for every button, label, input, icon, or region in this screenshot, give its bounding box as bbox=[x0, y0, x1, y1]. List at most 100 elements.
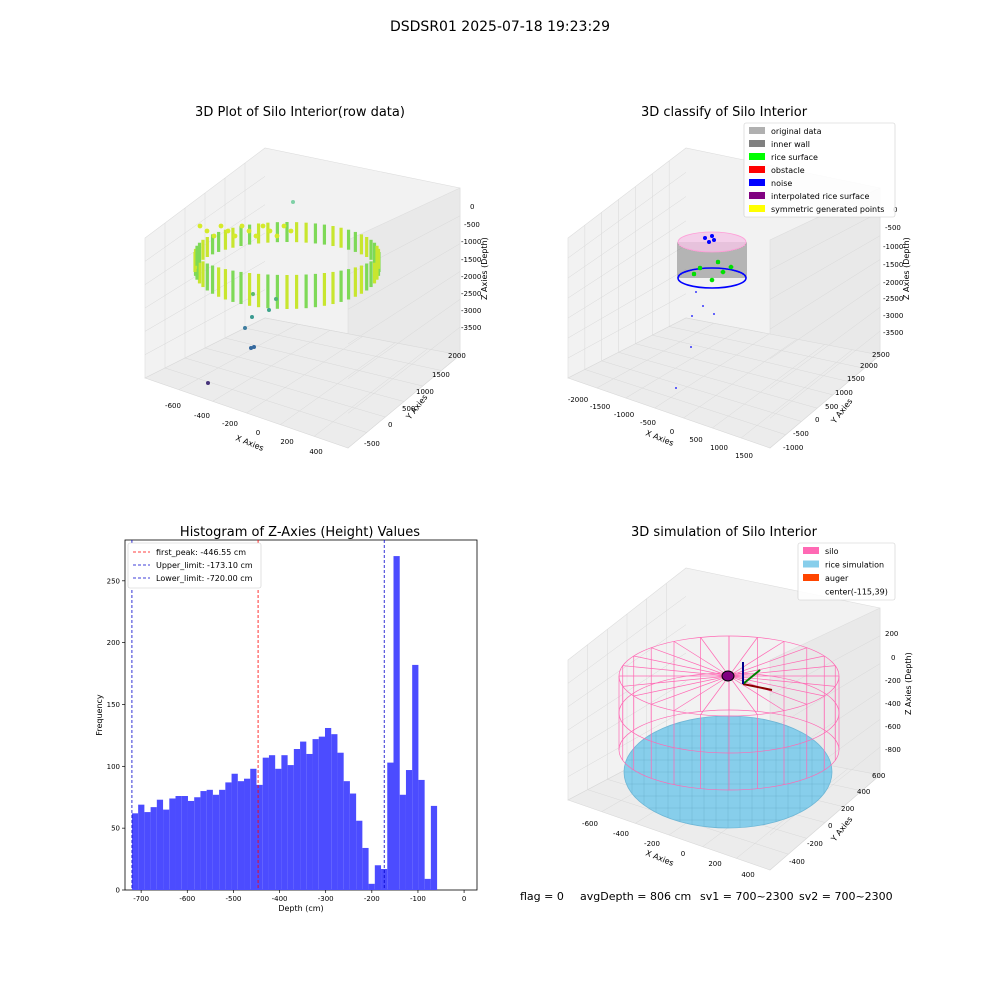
histogram-bar bbox=[368, 883, 375, 890]
histogram-bar bbox=[281, 755, 288, 890]
gridline bbox=[769, 635, 881, 696]
gridline bbox=[652, 334, 849, 382]
histogram-bar bbox=[312, 739, 319, 890]
simulation-z-tick: -200 bbox=[885, 677, 901, 685]
gridline bbox=[567, 220, 687, 299]
legend-label: silo bbox=[825, 547, 839, 556]
gridline bbox=[769, 235, 881, 300]
simulation-z-label: Z Axies (Depth) bbox=[904, 652, 913, 715]
histogram-bar bbox=[169, 798, 176, 890]
gridline bbox=[669, 326, 865, 369]
gridline bbox=[347, 299, 461, 379]
histogram-bar bbox=[187, 800, 195, 890]
raw-x-tick: -600 bbox=[165, 402, 181, 410]
gridline bbox=[769, 663, 881, 731]
rice-simulation-surface bbox=[623, 715, 833, 829]
gridline bbox=[740, 349, 853, 439]
histogram-legend-entries: first_peak: -446.55 cm Upper_limit: -173.… bbox=[133, 548, 253, 583]
outlier-point bbox=[250, 315, 254, 319]
histogram-bar bbox=[405, 770, 413, 890]
classify-x-tick: 0 bbox=[670, 428, 674, 436]
legend-label: interpolated rice surface bbox=[771, 192, 869, 201]
rice-surface-point bbox=[720, 269, 726, 275]
simulation-y-tick: 0 bbox=[828, 822, 832, 830]
raw-z-ticks: 0 -500 -1000 -1500 -2000 -2500 -3000 -35… bbox=[461, 203, 481, 332]
legend-label: obstacle bbox=[771, 166, 805, 175]
histogram-bar bbox=[362, 847, 369, 890]
point bbox=[281, 223, 287, 229]
histogram-bar bbox=[393, 556, 400, 890]
histogram-title: Histogram of Z-Axies (Height) Values bbox=[180, 525, 420, 540]
histogram-x-ticks: -700 -600 -500 -400 -300 -200 -100 0 bbox=[133, 890, 466, 903]
classify-legend-entries: original data inner wall rice surface obsta… bbox=[749, 127, 884, 214]
histogram-legend: first_peak: -446.55 cm Upper_limit: -173.… bbox=[127, 542, 262, 589]
gridline bbox=[712, 344, 825, 429]
classify-gridlines bbox=[567, 160, 881, 439]
classify-plot-title: 3D classify of Silo Interior bbox=[641, 105, 808, 120]
silo-roof-spoke bbox=[651, 647, 730, 677]
legend-swatch bbox=[749, 166, 765, 173]
legend-label: rice surface bbox=[771, 153, 818, 162]
raw-z-tick: -1000 bbox=[461, 238, 481, 246]
histogram-bar bbox=[131, 813, 139, 890]
simulation-plot-title: 3D simulation of Silo Interior bbox=[631, 525, 818, 540]
gridline bbox=[769, 307, 881, 389]
legend-label: rice simulation bbox=[825, 561, 884, 570]
raw-x-tick: -400 bbox=[194, 412, 210, 420]
legend-swatch bbox=[749, 127, 765, 134]
histogram-chart: Histogram of Z-Axies (Height) Values -70… bbox=[95, 525, 478, 913]
silo-roof-spoke bbox=[622, 675, 730, 687]
raw-plot-title: 3D Plot of Silo Interior(row data) bbox=[195, 105, 405, 120]
classify-x-tick: -1000 bbox=[614, 411, 634, 419]
histogram-bar bbox=[219, 789, 226, 890]
sv2-text: sv2 = 700~2300 bbox=[799, 890, 893, 903]
simulation-z-ticks: 200 0 -200 -400 -600 -800 bbox=[885, 630, 901, 754]
point bbox=[197, 223, 203, 229]
classify-x-tick: -1500 bbox=[590, 403, 610, 411]
raw-x-tick: 400 bbox=[309, 448, 322, 456]
outlier-point bbox=[267, 308, 271, 312]
classify-x-ticks: -2000 -1500 -1000 -500 0 500 1000 1500 bbox=[568, 396, 753, 460]
histogram-bar bbox=[194, 797, 201, 890]
flag-text: flag = 0 bbox=[520, 890, 564, 903]
histogram-bar bbox=[231, 773, 238, 890]
gridline bbox=[567, 172, 687, 259]
point bbox=[267, 228, 273, 234]
outlier-point bbox=[243, 326, 247, 330]
silo-roof-spoke bbox=[728, 647, 807, 677]
legend-label: center(-115,39) bbox=[825, 588, 888, 597]
legend-swatch bbox=[803, 574, 819, 581]
classify-z-tick: -1000 bbox=[883, 243, 903, 251]
histogram-bar bbox=[225, 782, 232, 890]
histogram-bar bbox=[175, 796, 182, 890]
histogram-y-ticks: 0 50 100 150 200 250 bbox=[107, 577, 125, 895]
simulation-z-tick: -600 bbox=[885, 723, 901, 731]
simulation-3d-plot: 3D simulation of Silo Interior -600 -400… bbox=[567, 525, 913, 879]
simulation-x-tick: -200 bbox=[644, 840, 660, 848]
point bbox=[288, 228, 294, 234]
classify-legend-frame bbox=[743, 122, 896, 218]
noise-point bbox=[690, 346, 692, 348]
sv1-text: sv1 = 700~2300 bbox=[700, 890, 794, 903]
point bbox=[246, 228, 252, 234]
histogram-bar bbox=[250, 768, 257, 890]
histogram-bar bbox=[418, 779, 425, 890]
simulation-x-tick: 200 bbox=[708, 860, 721, 868]
classify-y-tick: 1500 bbox=[847, 375, 865, 383]
simulation-x-ticks: -600 -400 -200 0 200 400 bbox=[582, 820, 755, 879]
gridline bbox=[567, 244, 687, 319]
classify-z-tick: -2000 bbox=[883, 279, 903, 287]
histogram-bar bbox=[150, 807, 157, 890]
rice-surface-point bbox=[728, 264, 734, 270]
raw-z-tick: -3500 bbox=[461, 324, 481, 332]
histogram-bar bbox=[306, 753, 313, 890]
point bbox=[204, 228, 210, 234]
simulation-x-tick: -400 bbox=[613, 830, 629, 838]
noise-point bbox=[695, 291, 697, 293]
histogram-bar bbox=[399, 794, 406, 890]
histogram-bar bbox=[331, 734, 338, 890]
histogram-bar bbox=[181, 796, 188, 890]
histogram-bar bbox=[424, 878, 431, 890]
legend-label: Lower_limit: -720.00 cm bbox=[156, 574, 253, 583]
